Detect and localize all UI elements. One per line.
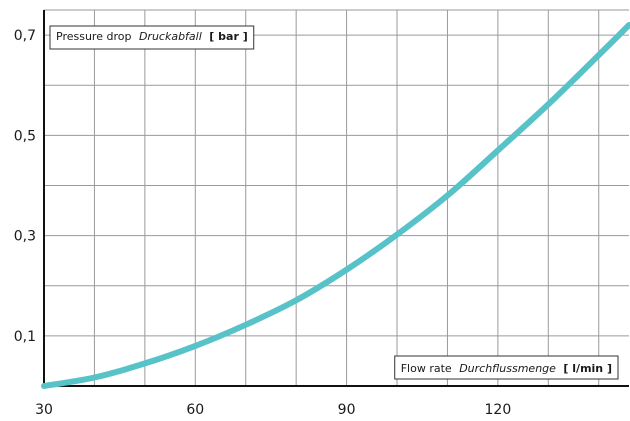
x-tick-label: 30 [35, 402, 53, 418]
x-tick-label: 90 [338, 402, 356, 418]
y-axis-label-box: Pressure drop Druckabfall [ bar ] [49, 25, 255, 50]
x-tick-labels: 30 60 90 120 [35, 402, 511, 418]
series-layer [41, 22, 630, 389]
y-tick-label: 0,7 [14, 28, 36, 44]
y-tick-label: 0,5 [14, 128, 36, 144]
x-tick-label: 60 [186, 402, 204, 418]
x-axis-label-italic: Durchflussmenge [459, 362, 556, 375]
y-axis-label-unit: [ bar ] [209, 30, 247, 43]
x-tick-label: 120 [485, 402, 512, 418]
grid-lines [44, 10, 629, 386]
pressure-drop-curve [41, 22, 630, 389]
plot-frame [43, 9, 629, 387]
y-axis-label: Pressure drop Druckabfall [ bar ] [56, 30, 248, 43]
x-axis-label-text: Flow rate [401, 362, 452, 375]
y-tick-labels: 0,1 0,3 0,5 0,7 [14, 28, 36, 345]
x-axis-label-box: Flow rate Durchflussmenge [ l/min ] [394, 355, 619, 380]
y-axis-label-text: Pressure drop [56, 30, 131, 43]
y-tick-label: 0,1 [14, 329, 36, 345]
x-axis-label: Flow rate Durchflussmenge [ l/min ] [401, 362, 612, 375]
x-axis-label-unit: [ l/min ] [563, 362, 612, 375]
y-axis-label-italic: Druckabfall [139, 30, 202, 43]
y-tick-label: 0,3 [14, 229, 36, 245]
